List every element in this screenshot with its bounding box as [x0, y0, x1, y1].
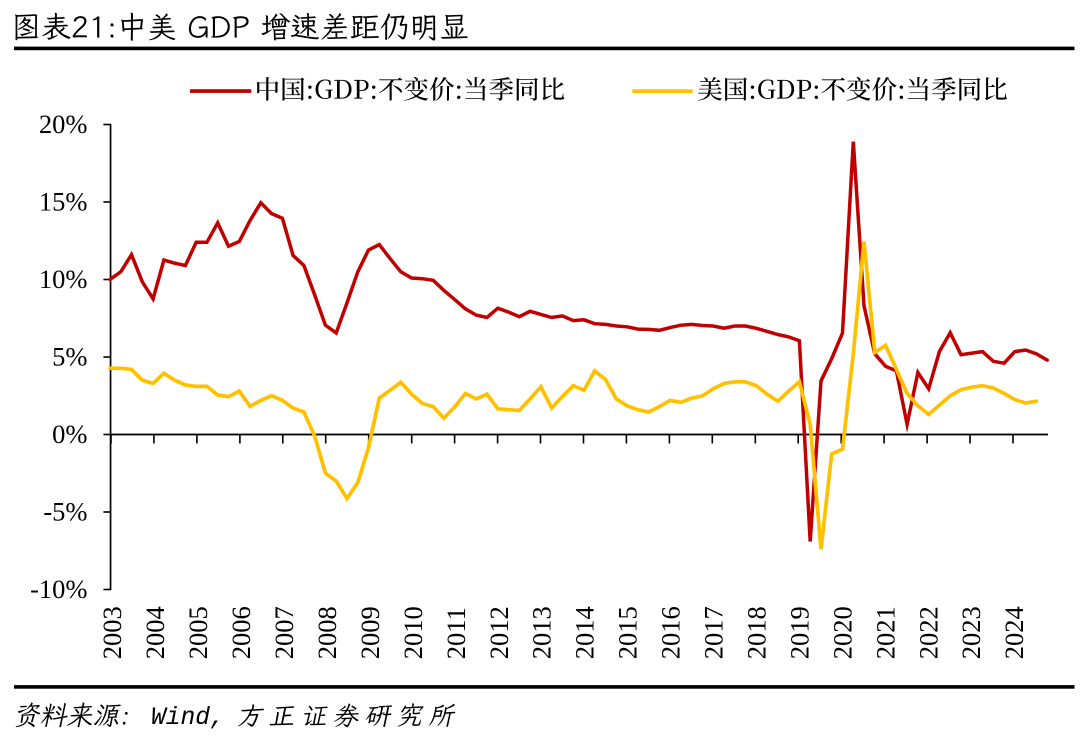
svg-text:2015: 2015 — [613, 606, 643, 659]
svg-text:Wind,: Wind, — [151, 705, 225, 732]
svg-text:2013: 2013 — [527, 606, 557, 659]
svg-text:2003: 2003 — [97, 606, 127, 659]
svg-text:-10%: -10% — [30, 574, 87, 604]
svg-text:0%: 0% — [52, 419, 87, 449]
svg-text:2006: 2006 — [226, 606, 256, 659]
svg-text:2008: 2008 — [312, 606, 342, 659]
svg-text:2021: 2021 — [870, 606, 900, 659]
svg-text:2020: 2020 — [827, 606, 857, 659]
svg-text:2017: 2017 — [699, 606, 729, 659]
svg-text:2010: 2010 — [398, 606, 428, 659]
svg-text:2018: 2018 — [742, 606, 772, 659]
svg-text:10%: 10% — [39, 264, 88, 294]
svg-text:2005: 2005 — [183, 606, 213, 659]
svg-text:2012: 2012 — [484, 606, 514, 659]
svg-text:2009: 2009 — [355, 606, 385, 659]
svg-text:2022: 2022 — [913, 606, 943, 659]
svg-text:2024: 2024 — [999, 606, 1029, 659]
svg-text:2014: 2014 — [570, 606, 600, 659]
svg-text:2023: 2023 — [956, 606, 986, 659]
svg-text:20%: 20% — [39, 109, 88, 139]
svg-text:5%: 5% — [52, 342, 87, 372]
svg-text:2016: 2016 — [656, 606, 686, 659]
svg-text:15%: 15% — [39, 187, 88, 217]
svg-text:2019: 2019 — [784, 606, 814, 659]
svg-text:2004: 2004 — [140, 606, 170, 659]
svg-text:2007: 2007 — [269, 606, 299, 659]
svg-text:2011: 2011 — [441, 607, 471, 659]
svg-text:-5%: -5% — [43, 497, 87, 527]
